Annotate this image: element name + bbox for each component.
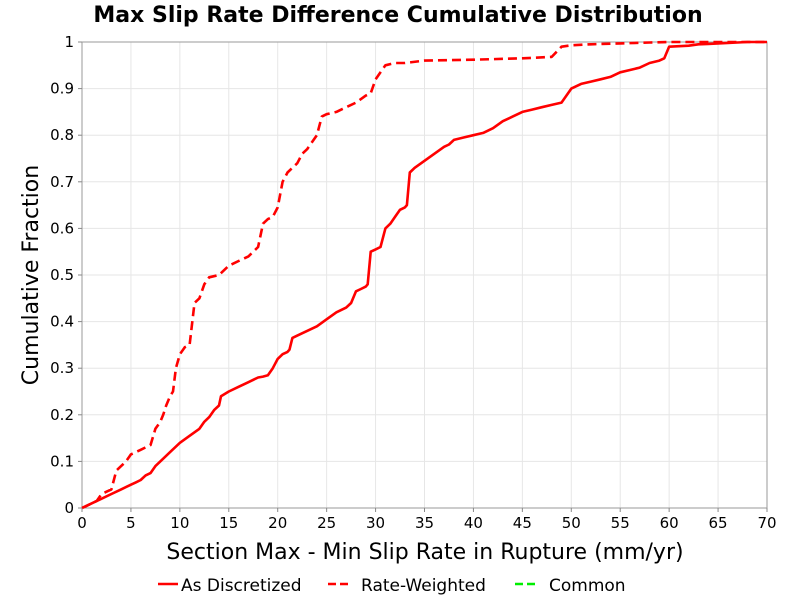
x-tick-label: 0	[77, 514, 87, 532]
y-axis-label: Cumulative Fraction	[19, 165, 44, 385]
x-tick-label: 45	[513, 514, 532, 532]
x-tick-label: 35	[415, 514, 434, 532]
x-tick-label: 10	[170, 514, 189, 532]
series-line-as-discretized	[81, 40, 767, 510]
y-tick-label: 1	[64, 33, 74, 51]
legend: As Discretized Rate-Weighted Common	[158, 576, 626, 596]
x-axis-label: Section Max - Min Slip Rate in Rupture (…	[166, 540, 683, 565]
y-tick-label: 0.9	[50, 80, 74, 98]
series-layer	[81, 40, 767, 510]
y-axis-ticks: 0 0.1 0.2 0.3 0.4 0.5 0.6 0.7 0.8 0.9 1	[50, 33, 82, 517]
x-tick-label: 25	[317, 514, 336, 532]
y-tick-label: 0.7	[50, 173, 74, 191]
x-tick-label: 50	[562, 514, 581, 532]
x-axis-ticks: 0 5 10 15 20 25 30 35 40 45 50 55 60 65 70	[77, 508, 777, 532]
x-tick-label: 55	[611, 514, 630, 532]
y-tick-label: 0.4	[50, 313, 74, 331]
x-tick-label: 15	[219, 514, 238, 532]
y-tick-label: 0.1	[50, 452, 74, 470]
y-tick-label: 0.2	[50, 406, 74, 424]
y-tick-label: 0.8	[50, 126, 74, 144]
legend-label-rate-weighted: Rate-Weighted	[361, 576, 486, 596]
y-tick-label: 0.3	[50, 359, 74, 377]
x-tick-label: 60	[660, 514, 679, 532]
series-line-rate-weighted	[81, 40, 767, 510]
chart-title: Max Slip Rate Difference Cumulative Dist…	[93, 3, 702, 28]
x-tick-label: 40	[464, 514, 483, 532]
y-tick-label: 0	[64, 499, 74, 517]
x-tick-label: 70	[757, 514, 776, 532]
legend-label-as-discretized: As Discretized	[181, 576, 302, 596]
plot-area	[81, 40, 768, 510]
x-tick-label: 65	[709, 514, 728, 532]
legend-label-common: Common	[549, 576, 626, 596]
x-tick-label: 5	[126, 514, 136, 532]
y-tick-label: 0.5	[50, 266, 74, 284]
y-tick-label: 0.6	[50, 219, 74, 237]
x-tick-label: 20	[268, 514, 287, 532]
x-tick-label: 30	[366, 514, 385, 532]
